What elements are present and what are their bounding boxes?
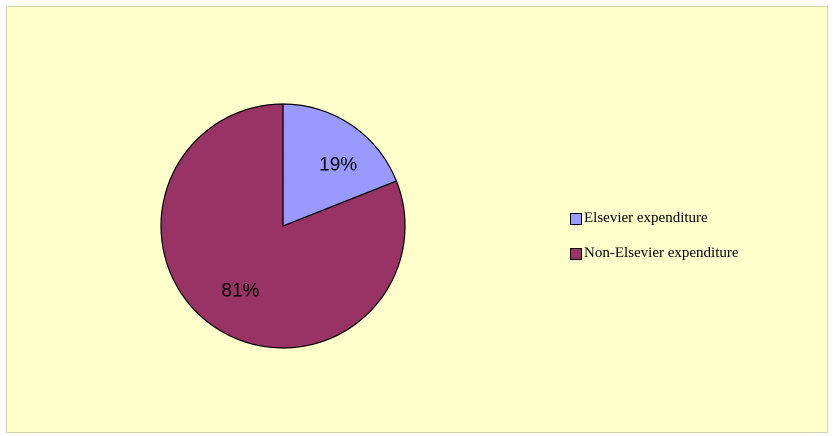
legend-swatch-non-elsevier (570, 247, 582, 260)
pie-slice-0 (282, 103, 398, 227)
legend-item-elsevier: Elsevier expenditure (570, 201, 739, 236)
legend-label-elsevier: Elsevier expenditure (584, 210, 708, 226)
slice-label-0: 19% (319, 154, 357, 175)
pie-slice-1 (160, 103, 406, 349)
chart-area: 19% 81% Elsevier expenditure Non-Elsevier… (6, 6, 828, 433)
legend-item-non-elsevier: Non-Elsevier expenditure (570, 236, 739, 271)
legend-label-non-elsevier: Non-Elsevier expenditure (584, 245, 739, 261)
legend: Elsevier expenditure Non-Elsevier expend… (570, 201, 739, 271)
legend-swatch-elsevier (570, 212, 582, 225)
pie-chart: 19% 81% (160, 103, 406, 349)
slice-label-1: 81% (221, 281, 259, 302)
